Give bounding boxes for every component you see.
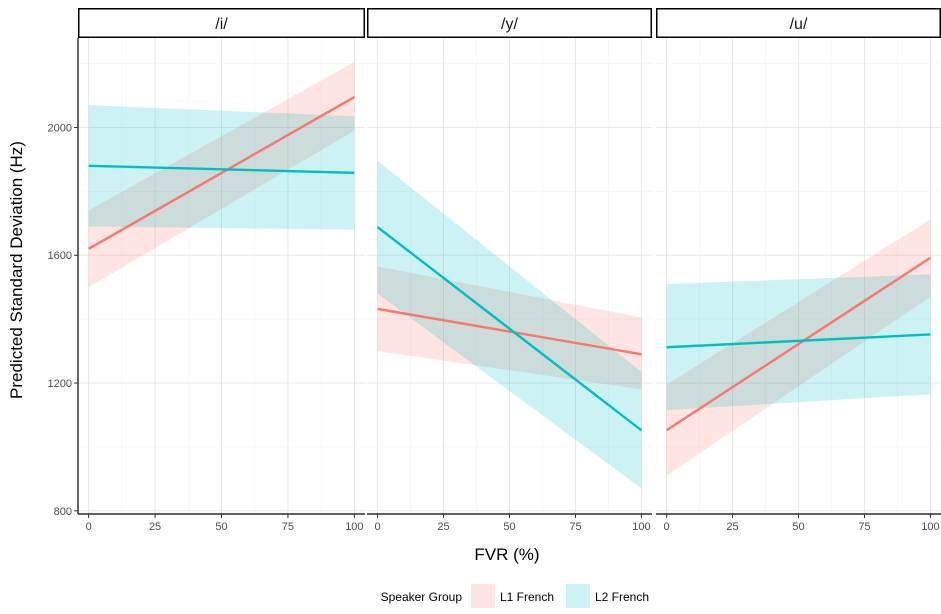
panel-i-y-tick-label-800: 800 xyxy=(54,506,72,518)
panel-y-ribbon-l2-french xyxy=(377,160,642,489)
panel-u-strip xyxy=(656,8,941,38)
panel-i: /i/0 25 50 75 100 800 1200 1600 2000 xyxy=(48,8,365,533)
panel-u-x-tick-label-100: 100 xyxy=(921,521,939,533)
legend-key-l1-french xyxy=(471,584,495,608)
legend: Speaker Group L1 French L2 French xyxy=(381,584,649,608)
panel-y-x-tick-label-100: 100 xyxy=(632,521,650,533)
panel-u-x-tick-label-75: 75 xyxy=(858,521,870,533)
facet-panels: /i/0 25 50 75 100 800 1200 1600 2000/y/0 25 50 75 10… xyxy=(48,8,941,533)
legend-label-l1-french: L1 French xyxy=(500,590,554,604)
panel-u-line-l1-french xyxy=(665,256,932,432)
panel-i-strip-label: /i/ xyxy=(215,16,228,33)
panel-y-x-tick-label-75: 75 xyxy=(569,521,581,533)
panel-y-x-tick-label-0: 0 xyxy=(374,521,380,533)
panel-u-ribbon-l1-french xyxy=(666,219,931,476)
y-axis-title: Predicted Standard Deviation (Hz) xyxy=(7,141,26,399)
panel-i-y-tick-label-1600: 1600 xyxy=(48,250,72,262)
panel-u-line-l2-french xyxy=(666,333,931,349)
panel-u-x-tick-label-25: 25 xyxy=(726,521,738,533)
panel-i-x-tick-label-0: 0 xyxy=(86,521,92,533)
panel-y-strip-label: /y/ xyxy=(501,16,518,33)
panel-u: /u/0 25 50 75 100 xyxy=(656,8,941,533)
panel-y-x-tick-label-25: 25 xyxy=(437,521,449,533)
panel-u-ribbon-l2-french xyxy=(666,274,931,411)
panel-y-x-tick-label-50: 50 xyxy=(503,521,515,533)
panel-y-line-l1-french xyxy=(377,307,642,356)
x-axis-title: FVR (%) xyxy=(474,545,539,564)
panel-u-x-tick-label-0: 0 xyxy=(663,521,669,533)
panel-i-y-tick-label-1200: 1200 xyxy=(48,378,72,390)
panel-i-line-l2-french xyxy=(88,164,355,175)
panel-i-x-tick-label-25: 25 xyxy=(149,521,161,533)
legend-title: Speaker Group xyxy=(381,590,463,604)
panel-y: /y/0 25 50 75 100 xyxy=(367,8,652,533)
panel-i-strip xyxy=(78,8,365,38)
panel-y-strip xyxy=(367,8,652,38)
panel-i-y-tick-label-2000: 2000 xyxy=(48,122,72,134)
panel-i-x-tick-label-100: 100 xyxy=(345,521,363,533)
panel-i-x-tick-label-50: 50 xyxy=(215,521,227,533)
panel-u-x-tick-label-50: 50 xyxy=(792,521,804,533)
panel-i-x-tick-label-75: 75 xyxy=(282,521,294,533)
legend-label-l2-french: L2 French xyxy=(595,590,649,604)
panel-y-line-l2-french xyxy=(376,226,643,432)
panel-i-line-l1-french xyxy=(88,96,355,250)
panel-i-ribbon-l1-french xyxy=(88,61,355,288)
legend-key-l2-french xyxy=(566,584,590,608)
panel-u-strip-label: /u/ xyxy=(790,16,808,33)
